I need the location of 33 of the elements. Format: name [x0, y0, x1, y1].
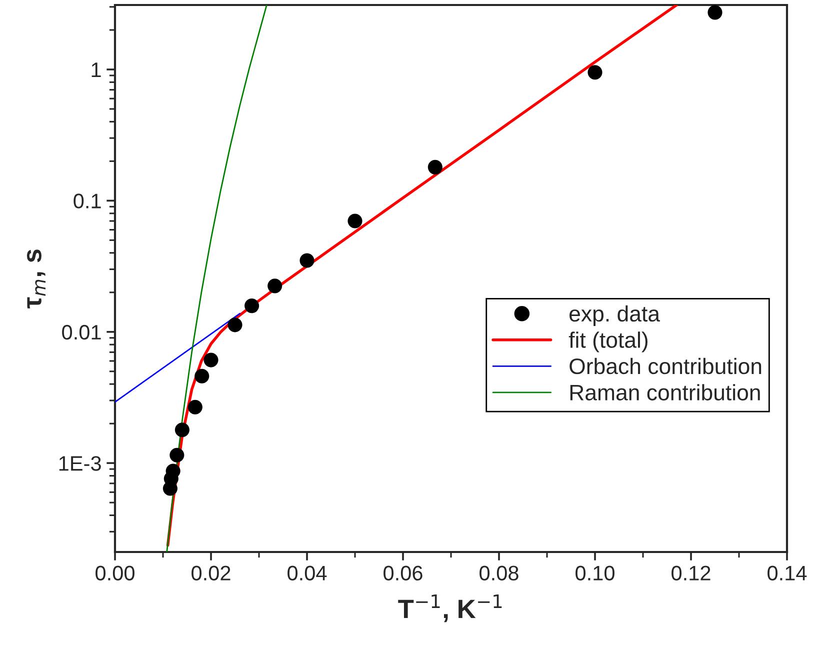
legend-label: Raman contribution: [570, 384, 760, 400]
point: [244, 298, 260, 314]
y-tick-label: 0.1: [74, 194, 101, 208]
point: [194, 368, 210, 384]
x-tick-label: 0.08: [480, 566, 518, 580]
x-tick-label: 0.02: [192, 566, 230, 580]
legend-label: Orbach contribution: [570, 358, 762, 374]
x-axis-title: T$^{−1}$, K$^{−1}$: [398, 594, 502, 622]
point: [428, 160, 442, 174]
legend-label: fit (total): [568, 332, 648, 352]
point: [348, 214, 362, 228]
y-tick-label: 1: [92, 62, 101, 78]
x-tick-label: 0.04: [288, 566, 327, 580]
x-tick-label: 0.00: [96, 566, 134, 580]
x-tick-label: 0.14: [768, 566, 807, 580]
point: [170, 448, 184, 462]
legend-label: exp. data: [570, 305, 660, 326]
y-tick-label: 1E-3: [59, 456, 101, 471]
y-axis-title: τ$_{m}$, s: [26, 250, 46, 308]
point: [204, 352, 218, 368]
x-tick-label: 0.06: [384, 566, 422, 580]
point: [228, 318, 242, 332]
point: [188, 400, 202, 414]
point: [162, 481, 178, 496]
x-tick-label: 0.10: [576, 566, 614, 580]
x-tick-label: 0.12: [672, 566, 710, 580]
point: [588, 65, 602, 80]
line-series: [166, 5, 268, 552]
point: [268, 278, 282, 294]
point: [708, 5, 722, 20]
point: [174, 422, 190, 438]
point: [300, 253, 314, 268]
y-tick-label: 0.01: [62, 324, 101, 340]
